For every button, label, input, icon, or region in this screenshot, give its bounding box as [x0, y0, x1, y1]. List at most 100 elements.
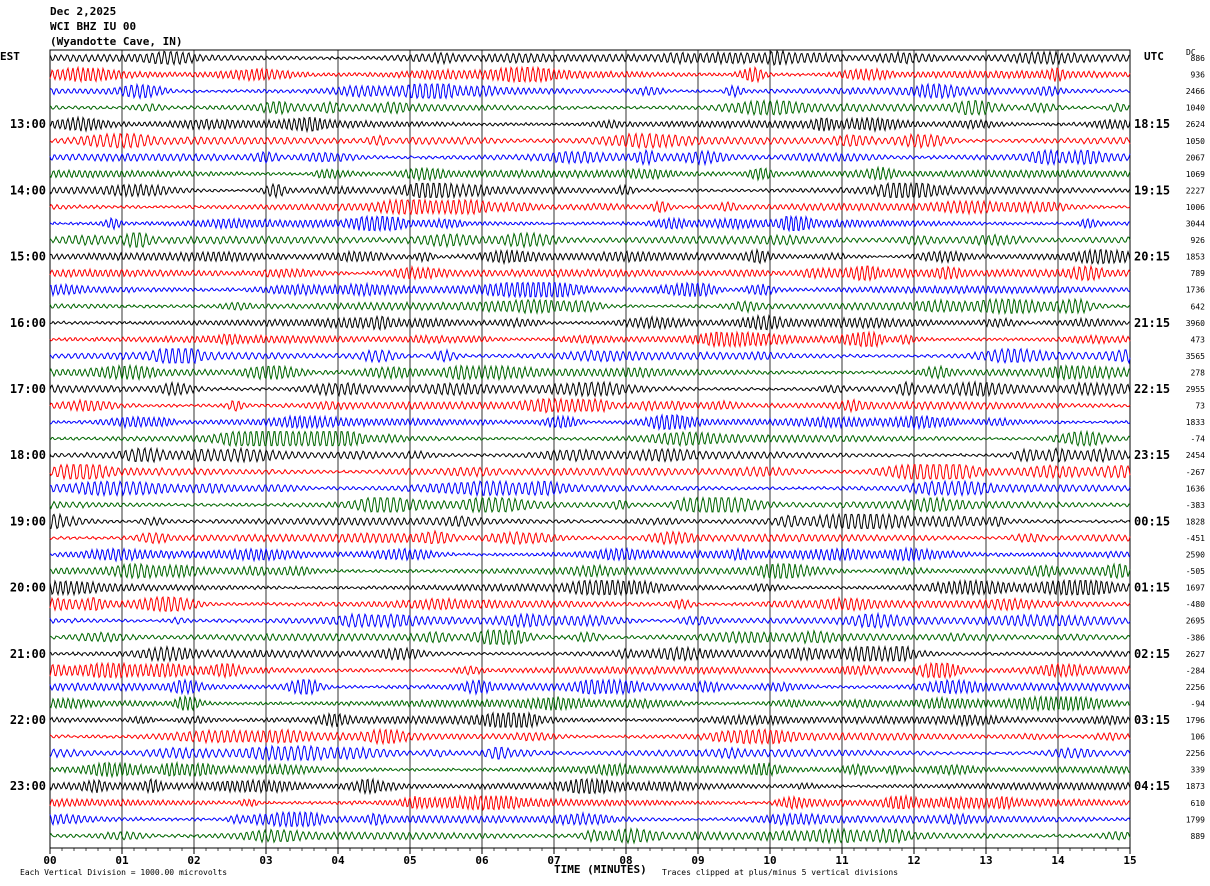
x-tick-label: 08	[619, 854, 632, 867]
utc-hour-label: 02:15	[1134, 647, 1170, 661]
x-axis-label: TIME (MINUTES)	[554, 863, 647, 876]
dc-offset-value: 1040	[1186, 104, 1205, 113]
seismic-trace	[49, 661, 1131, 680]
dc-offset-value: 1853	[1186, 253, 1205, 262]
x-tick-label: 03	[259, 854, 272, 867]
axis-labels: 00 01 02 03 04 05 06 07 08 09 10 11 12 13 14 15 886 936 24…	[10, 54, 1205, 867]
station-location: (Wyandotte Cave, IN)	[50, 35, 183, 48]
x-tick-label: 11	[835, 854, 849, 867]
seismic-trace	[49, 810, 1131, 828]
dc-offset-value: 1736	[1186, 286, 1205, 295]
dc-offset-value: 73	[1195, 402, 1205, 411]
utc-hour-label: 01:15	[1134, 581, 1170, 595]
dc-offset-value: 610	[1191, 799, 1206, 808]
seismic-trace	[49, 65, 1131, 84]
seismic-trace	[49, 793, 1131, 812]
dc-offset-value: 2590	[1186, 551, 1205, 560]
plot-date: Dec 2,2025	[50, 5, 117, 18]
seismic-trace	[49, 181, 1131, 200]
seismic-trace	[49, 363, 1131, 382]
dc-offset-value: 3565	[1186, 352, 1205, 361]
seismic-trace	[49, 247, 1131, 266]
seismic-trace	[49, 611, 1131, 629]
est-hour-label: 18:00	[10, 448, 46, 462]
x-tick-label: 12	[907, 854, 920, 867]
dc-offset-value: 278	[1191, 368, 1206, 377]
x-tick-label: 06	[475, 854, 489, 867]
seismic-trace	[49, 115, 1131, 134]
est-hour-label: 15:00	[10, 250, 46, 264]
scale-note: Each Vertical Division = 1000.00 microvo…	[20, 868, 228, 877]
seismic-trace	[49, 777, 1131, 796]
seismic-trace	[49, 628, 1131, 646]
utc-hour-label: 22:15	[1134, 382, 1170, 396]
dc-offset-value: 2466	[1186, 87, 1205, 96]
dc-offset-value: 1050	[1186, 137, 1205, 146]
est-hour-label: 19:00	[10, 514, 46, 528]
seismic-trace	[49, 760, 1131, 779]
seismic-trace	[49, 827, 1131, 845]
dc-offset-value: 2624	[1186, 120, 1205, 129]
seismic-trace	[49, 711, 1131, 729]
seismic-trace	[49, 347, 1131, 365]
dc-offset-value: -74	[1191, 435, 1206, 444]
seismic-trace	[49, 413, 1131, 431]
utc-hour-label: 23:15	[1134, 448, 1170, 462]
dc-offset-value: 642	[1191, 302, 1206, 311]
dc-offset-value: 1799	[1186, 815, 1205, 824]
seismic-trace	[49, 231, 1131, 249]
utc-hour-label: 04:15	[1134, 779, 1170, 793]
est-hour-label: 16:00	[10, 316, 46, 330]
est-hour-label: 22:00	[10, 713, 46, 727]
dc-offset-value: -505	[1186, 567, 1205, 576]
x-tick-label: 10	[763, 854, 776, 867]
dc-offset-value: 889	[1191, 832, 1206, 841]
dc-offset-value: 1006	[1186, 203, 1205, 212]
utc-hour-label: 03:15	[1134, 713, 1170, 727]
est-hour-label: 17:00	[10, 382, 46, 396]
dc-offset-value: 2067	[1186, 153, 1205, 162]
seismic-trace	[49, 49, 1131, 67]
seismic-trace	[49, 165, 1131, 182]
est-hour-label: 13:00	[10, 117, 46, 131]
dc-offset-value: 3044	[1186, 220, 1205, 229]
seismic-trace	[49, 578, 1131, 597]
station-code: WCI BHZ IU 00	[50, 20, 137, 33]
dc-offset-value: 1828	[1186, 517, 1205, 526]
clip-note: Traces clipped at plus/minus 5 vertical …	[662, 868, 899, 877]
x-tick-label: 15	[1123, 854, 1136, 867]
dc-offset-value: 926	[1191, 236, 1206, 245]
plot-frame	[49, 49, 1131, 849]
dc-offset-value: 2256	[1186, 683, 1205, 692]
seismic-trace	[49, 397, 1131, 414]
dc-offset-header: DC	[1186, 48, 1196, 57]
x-tick-label: 09	[691, 854, 704, 867]
seismic-trace	[49, 313, 1131, 331]
dc-offset-value: 2454	[1186, 451, 1205, 460]
seismic-trace	[49, 479, 1131, 498]
est-hour-label: 21:00	[10, 647, 46, 661]
seismic-trace	[49, 264, 1131, 283]
dc-offset-value: -94	[1191, 699, 1206, 708]
dc-offset-value: 1833	[1186, 418, 1205, 427]
est-hour-label: 20:00	[10, 581, 46, 595]
seismic-trace	[50, 512, 1131, 531]
dc-offset-value: 2695	[1186, 617, 1205, 626]
right-axis-timezone: UTC	[1144, 50, 1164, 63]
seismic-trace	[49, 82, 1131, 100]
seismic-trace	[49, 148, 1131, 167]
seismic-trace	[49, 380, 1131, 398]
seismic-trace	[49, 297, 1131, 316]
dc-offset-value: 1697	[1186, 584, 1205, 593]
dc-offset-value: 789	[1191, 269, 1206, 278]
dc-offset-value: 2227	[1186, 186, 1205, 195]
dc-offset-value: -267	[1186, 468, 1205, 477]
x-tick-label: 07	[547, 854, 560, 867]
dc-offset-value: 1069	[1186, 170, 1205, 179]
seismic-trace	[49, 98, 1131, 117]
dc-offset-value: 1796	[1186, 716, 1205, 725]
dc-offset-value: 2627	[1186, 650, 1205, 659]
dc-offset-value: 473	[1191, 335, 1206, 344]
seismic-trace	[49, 281, 1131, 299]
